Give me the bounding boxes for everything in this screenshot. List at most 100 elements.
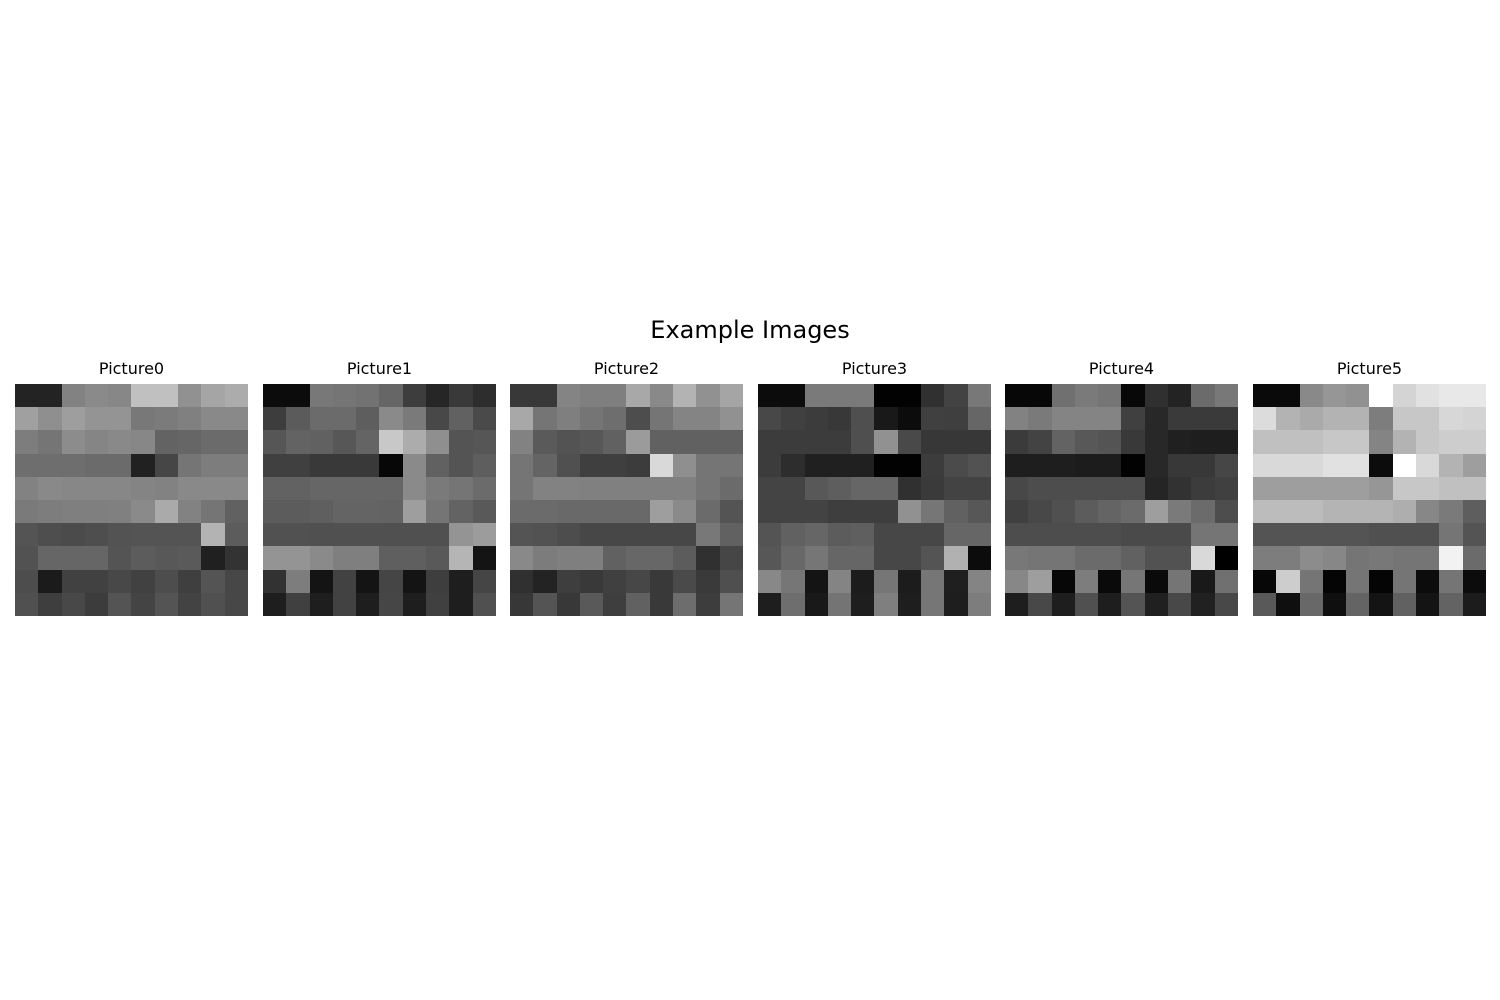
pixel-r1-c0 — [758, 407, 781, 430]
pixel-r4-c6 — [403, 477, 426, 500]
pixel-r2-c7 — [178, 430, 201, 453]
pixel-r4-c4 — [851, 477, 874, 500]
pixel-r8-c0 — [1253, 570, 1276, 593]
pixel-r7-c8 — [201, 546, 224, 569]
pixel-r2-c8 — [449, 430, 472, 453]
pixel-r1-c4 — [851, 407, 874, 430]
figure-title: Example Images — [0, 313, 1500, 347]
pixel-r4-c5 — [1121, 477, 1144, 500]
pixel-r5-c4 — [1346, 500, 1369, 523]
panel-picture2: Picture2 — [510, 356, 743, 616]
pixel-r4-c1 — [781, 477, 804, 500]
pixel-r5-c4 — [356, 500, 379, 523]
pixel-r9-c2 — [62, 593, 85, 616]
pixel-r3-c8 — [944, 454, 967, 477]
pixel-r9-c4 — [108, 593, 131, 616]
pixel-r1-c9 — [1215, 407, 1238, 430]
pixel-r3-c8 — [201, 454, 224, 477]
pixel-r1-c1 — [286, 407, 309, 430]
pixel-r7-c2 — [310, 546, 333, 569]
pixel-r1-c7 — [1168, 407, 1191, 430]
pixel-r3-c7 — [426, 454, 449, 477]
pixel-r0-c7 — [921, 384, 944, 407]
pixel-r4-c2 — [557, 477, 580, 500]
pixel-r8-c8 — [1191, 570, 1214, 593]
pixel-r5-c6 — [1145, 500, 1168, 523]
pixel-r5-c4 — [108, 500, 131, 523]
pixel-r0-c8 — [696, 384, 719, 407]
pixel-r0-c3 — [1075, 384, 1098, 407]
pixel-r3-c8 — [1191, 454, 1214, 477]
pixel-r5-c0 — [510, 500, 533, 523]
pixel-r9-c2 — [310, 593, 333, 616]
pixel-r7-c0 — [1253, 546, 1276, 569]
pixel-r8-c8 — [1439, 570, 1462, 593]
pixel-r6-c5 — [1121, 523, 1144, 546]
pixel-r2-c7 — [673, 430, 696, 453]
pixel-r9-c7 — [1416, 593, 1439, 616]
pixel-r2-c7 — [1416, 430, 1439, 453]
pixel-r9-c3 — [1075, 593, 1098, 616]
pixel-r4-c6 — [1145, 477, 1168, 500]
pixel-r4-c7 — [673, 477, 696, 500]
pixel-r2-c4 — [1346, 430, 1369, 453]
pixel-r7-c1 — [533, 546, 556, 569]
pixel-r7-c2 — [557, 546, 580, 569]
pixel-r6-c5 — [379, 523, 402, 546]
pixel-r0-c4 — [1346, 384, 1369, 407]
pixel-r4-c8 — [944, 477, 967, 500]
pixel-r7-c3 — [1075, 546, 1098, 569]
pixel-r6-c1 — [286, 523, 309, 546]
pixel-r4-c1 — [1276, 477, 1299, 500]
pixel-r6-c9 — [1463, 523, 1486, 546]
pixel-r3-c3 — [828, 454, 851, 477]
pixel-r0-c2 — [557, 384, 580, 407]
pixel-r8-c5 — [379, 570, 402, 593]
pixel-r3-c0 — [15, 454, 38, 477]
pixel-r2-c9 — [1463, 430, 1486, 453]
pixel-r3-c9 — [473, 454, 496, 477]
pixel-r9-c0 — [263, 593, 286, 616]
pixel-r6-c0 — [510, 523, 533, 546]
pixel-r5-c0 — [758, 500, 781, 523]
pixel-r7-c8 — [1439, 546, 1462, 569]
pixel-r1-c7 — [921, 407, 944, 430]
pixel-r6-c2 — [1052, 523, 1075, 546]
pixel-r4-c4 — [356, 477, 379, 500]
pixel-r6-c3 — [333, 523, 356, 546]
pixel-r4-c9 — [1463, 477, 1486, 500]
pixel-r3-c7 — [673, 454, 696, 477]
pixel-r8-c2 — [310, 570, 333, 593]
pixel-r3-c5 — [1121, 454, 1144, 477]
pixel-r3-c9 — [1215, 454, 1238, 477]
pixel-r5-c2 — [310, 500, 333, 523]
pixel-r1-c2 — [1052, 407, 1075, 430]
pixel-r4-c7 — [921, 477, 944, 500]
pixel-r4-c1 — [286, 477, 309, 500]
pixel-r7-c4 — [851, 546, 874, 569]
pixel-r1-c0 — [1005, 407, 1028, 430]
pixel-r0-c7 — [1168, 384, 1191, 407]
pixel-r1-c4 — [356, 407, 379, 430]
pixel-r7-c4 — [108, 546, 131, 569]
pixel-r6-c5 — [626, 523, 649, 546]
pixel-r3-c4 — [1346, 454, 1369, 477]
pixel-r1-c7 — [426, 407, 449, 430]
pixel-r0-c0 — [510, 384, 533, 407]
pixel-r8-c3 — [333, 570, 356, 593]
pixel-r0-c1 — [38, 384, 61, 407]
pixel-r0-c4 — [1098, 384, 1121, 407]
pixel-r2-c7 — [426, 430, 449, 453]
pixel-r6-c5 — [131, 523, 154, 546]
pixel-r7-c5 — [1121, 546, 1144, 569]
pixel-r3-c7 — [178, 454, 201, 477]
pixel-r2-c3 — [1323, 430, 1346, 453]
pixel-r0-c2 — [62, 384, 85, 407]
pixel-r0-c7 — [1416, 384, 1439, 407]
pixel-r9-c2 — [1052, 593, 1075, 616]
pixel-r4-c5 — [874, 477, 897, 500]
pixel-r0-c3 — [828, 384, 851, 407]
pixel-r2-c4 — [851, 430, 874, 453]
pixel-r6-c0 — [15, 523, 38, 546]
pixel-r4-c9 — [720, 477, 743, 500]
